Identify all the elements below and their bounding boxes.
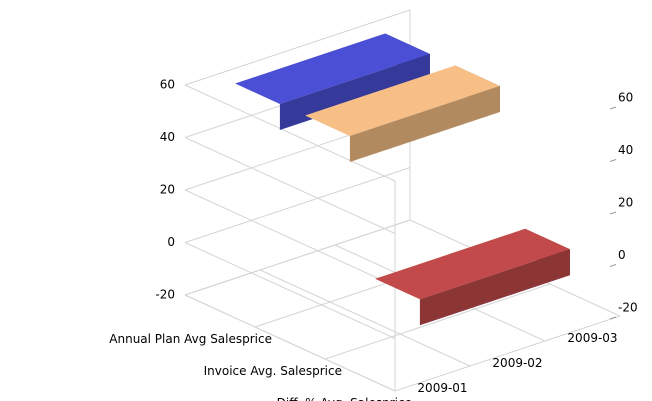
- y2-tick-label: 0: [618, 248, 626, 262]
- ribbon-top: [375, 228, 570, 300]
- x-tick-label: 2009-03: [567, 331, 617, 345]
- series-label: Diff. % Avg. Salesprice: [277, 396, 412, 401]
- y2-tick: [609, 316, 617, 320]
- y2-tick: [609, 264, 617, 267]
- x-tick-label: 2009-02: [492, 356, 542, 370]
- y-tick-label: 60: [160, 78, 175, 92]
- grid-line: [184, 189, 396, 287]
- y2-tick: [609, 159, 617, 162]
- y-tick-label: 40: [160, 130, 175, 144]
- y-tick-label: -20: [155, 288, 175, 302]
- series-label: Invoice Avg. Salesprice: [204, 364, 342, 378]
- x-tick-label: 2009-01: [417, 381, 467, 395]
- y2-tick-label: -20: [618, 301, 638, 315]
- ribbon-front: [349, 86, 500, 162]
- grid-line: [184, 219, 411, 296]
- grid-line: [184, 9, 411, 86]
- grid-line: [184, 137, 396, 234]
- y2-tick-label: 40: [618, 143, 633, 157]
- y2-tick: [609, 211, 617, 215]
- series-label: Annual Plan Avg Salesprice: [109, 332, 272, 346]
- ribbon-front: [279, 54, 430, 130]
- y2-tick-label: 20: [618, 196, 633, 210]
- grid-line: [184, 242, 396, 339]
- y-tick-label: 20: [160, 183, 175, 197]
- floor-grid: [394, 315, 621, 392]
- ribbon-top: [305, 65, 500, 136]
- grid-line: [184, 84, 396, 182]
- floor-grid: [324, 283, 551, 360]
- grid-line: [184, 294, 396, 392]
- ribbon-front: [419, 249, 570, 326]
- y2-tick-label: 60: [618, 91, 633, 105]
- y2-tick: [609, 106, 617, 110]
- grid-line: [184, 167, 411, 243]
- floor-grid: [259, 269, 471, 367]
- y-tick-label: 0: [167, 235, 175, 249]
- ribbon-top: [235, 33, 430, 104]
